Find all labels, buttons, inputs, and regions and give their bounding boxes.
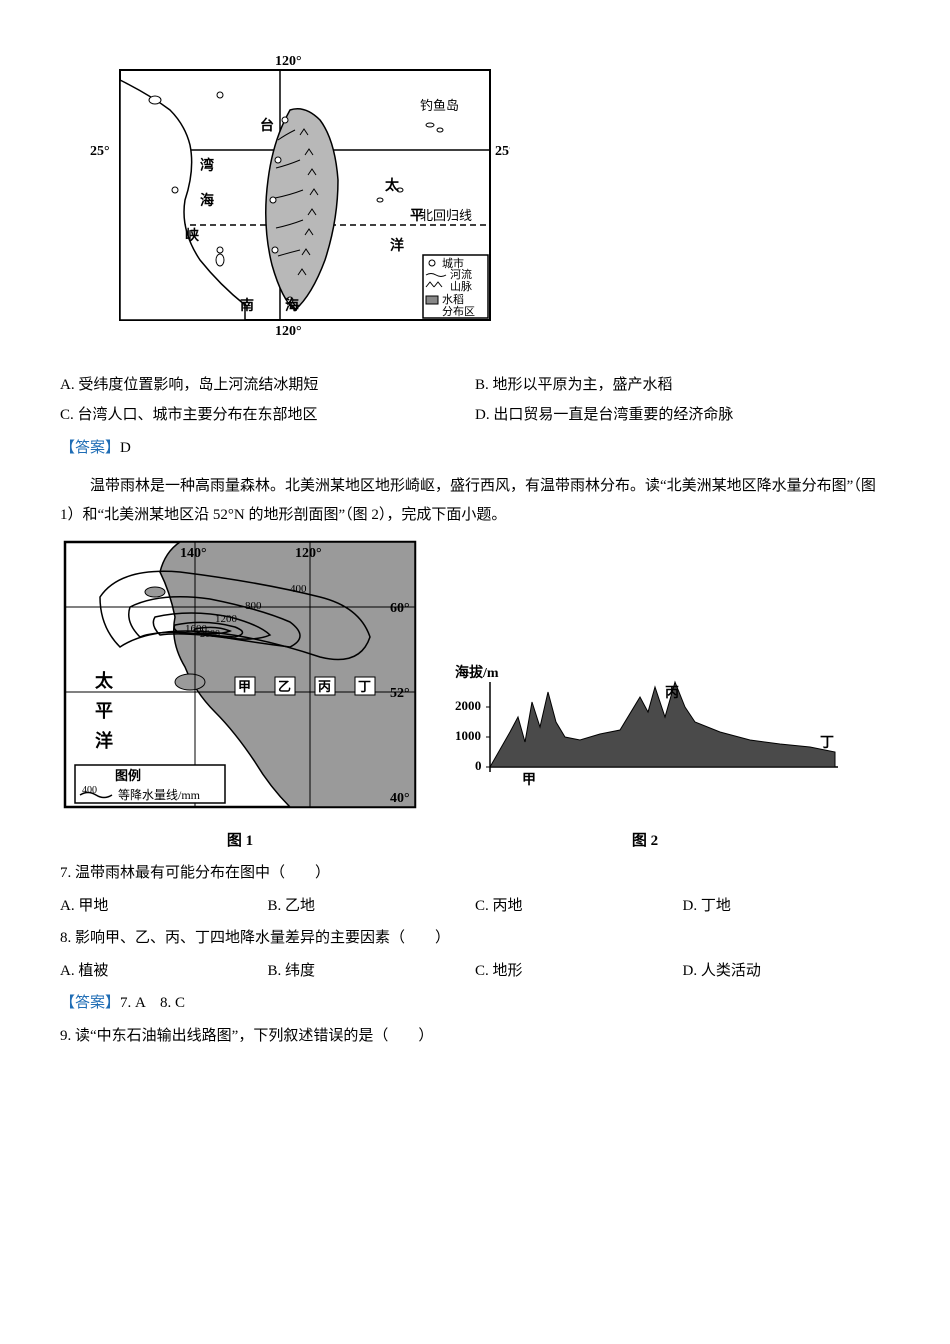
svg-text:2000: 2000 — [455, 698, 481, 713]
svg-text:台: 台 — [260, 117, 274, 134]
q78-answer: 【答案】7. A 8. C — [60, 989, 890, 1018]
svg-text:乙: 乙 — [605, 715, 619, 731]
q8-options: A. 植被 B. 纬度 C. 地形 D. 人类活动 — [60, 957, 890, 986]
svg-text:0: 0 — [475, 758, 482, 773]
svg-text:25°: 25° — [90, 144, 110, 159]
q7-opt-b: B. 乙地 — [268, 892, 476, 921]
figure-2: 海拔/m 2000 1000 0 甲 乙 丙 丁 图 2 — [450, 662, 840, 855]
q6-opt-a: A. 受纬度位置影响，岛上河流结冰期短 — [60, 371, 475, 400]
svg-text:水稻: 水稻 — [442, 293, 464, 306]
svg-text:等降水量线/mm: 等降水量线/mm — [118, 788, 201, 802]
fig1-caption: 图 1 — [60, 827, 420, 856]
q7-opt-c: C. 丙地 — [475, 892, 683, 921]
svg-text:海拔/m: 海拔/m — [455, 664, 499, 681]
svg-text:城市: 城市 — [442, 256, 464, 270]
svg-text:丙: 丙 — [318, 679, 331, 694]
svg-text:洋: 洋 — [95, 730, 113, 751]
svg-text:峡: 峡 — [185, 227, 200, 244]
svg-text:海: 海 — [285, 297, 299, 314]
svg-text:1000: 1000 — [455, 728, 481, 743]
q8-opt-d: D. 人类活动 — [683, 957, 891, 986]
svg-text:2000: 2000 — [200, 629, 220, 640]
svg-text:分布区: 分布区 — [442, 305, 475, 318]
q7-opt-d: D. 丁地 — [683, 892, 891, 921]
svg-text:丁: 丁 — [358, 679, 371, 694]
svg-text:太: 太 — [385, 177, 400, 194]
svg-text:图例: 图例 — [115, 768, 141, 783]
svg-text:乙: 乙 — [278, 679, 291, 694]
q9-stem: 9. 读“中东石油输出线路图”，下列叙述错误的是（ ） — [60, 1022, 890, 1051]
q8-opt-b: B. 纬度 — [268, 957, 476, 986]
svg-text:120°: 120° — [295, 546, 322, 561]
passage-text: 温带雨林是一种高雨量森林。北美洲某地区地形崎岖，盛行西风，有温带雨林分布。读“北… — [60, 472, 890, 529]
svg-text:海: 海 — [200, 192, 214, 209]
svg-text:60°: 60° — [390, 601, 410, 616]
svg-text:甲: 甲 — [522, 772, 536, 788]
svg-text:52°: 52° — [390, 686, 410, 701]
q7-stem: 7. 温带雨林最有可能分布在图中（ ） — [60, 859, 890, 888]
figure-1: 140° 120° 60° 52° 40° 400 800 1200 1600 … — [60, 537, 420, 855]
svg-text:25°: 25° — [495, 144, 510, 159]
q6-opt-b: B. 地形以平原为主，盛产水稻 — [475, 371, 890, 400]
svg-text:南: 南 — [240, 297, 254, 314]
q7-opt-a: A. 甲地 — [60, 892, 268, 921]
taiwan-map: 120° 120° 25° 25° 北回归线 — [90, 50, 890, 351]
answer-label-78: 【答案】 — [60, 995, 120, 1011]
figures-row: 140° 120° 60° 52° 40° 400 800 1200 1600 … — [60, 537, 890, 855]
q6-opt-c: C. 台湾人口、城市主要分布在东部地区 — [60, 401, 475, 430]
svg-text:甲: 甲 — [238, 679, 251, 694]
q6-answer: 【答案】D — [60, 434, 890, 463]
q6-options-row2: C. 台湾人口、城市主要分布在东部地区 D. 出口贸易一直是台湾重要的经济命脉 — [60, 401, 890, 430]
svg-text:山脉: 山脉 — [450, 279, 472, 293]
svg-text:平: 平 — [95, 701, 113, 721]
svg-text:钓鱼岛: 钓鱼岛 — [420, 98, 459, 113]
svg-text:洋: 洋 — [390, 237, 404, 254]
fig2-caption: 图 2 — [450, 827, 840, 856]
svg-text:400: 400 — [82, 785, 97, 796]
q8-opt-a: A. 植被 — [60, 957, 268, 986]
svg-text:400: 400 — [290, 583, 307, 595]
q6-options-row1: A. 受纬度位置影响，岛上河流结冰期短 B. 地形以平原为主，盛产水稻 — [60, 371, 890, 400]
answer-value-78: 7. A 8. C — [120, 995, 185, 1011]
svg-text:800: 800 — [245, 600, 262, 612]
q6-opt-d: D. 出口贸易一直是台湾重要的经济命脉 — [475, 401, 890, 430]
svg-text:湾: 湾 — [200, 157, 214, 174]
svg-text:平: 平 — [410, 208, 424, 224]
svg-text:120°: 120° — [275, 54, 302, 69]
answer-label: 【答案】 — [60, 440, 120, 456]
q8-stem: 8. 影响甲、乙、丙、丁四地降水量差异的主要因素（ ） — [60, 924, 890, 953]
svg-text:40°: 40° — [390, 791, 410, 806]
svg-text:河流: 河流 — [450, 267, 472, 281]
svg-text:1200: 1200 — [215, 613, 238, 625]
svg-text:丙: 丙 — [665, 685, 679, 701]
q8-opt-c: C. 地形 — [475, 957, 683, 986]
svg-text:丁: 丁 — [820, 736, 834, 751]
svg-text:太: 太 — [95, 670, 114, 691]
svg-text:北回归线: 北回归线 — [420, 208, 472, 223]
q7-options: A. 甲地 B. 乙地 C. 丙地 D. 丁地 — [60, 892, 890, 921]
answer-value: D — [120, 440, 131, 456]
svg-text:140°: 140° — [180, 546, 207, 561]
svg-text:120°: 120° — [275, 324, 302, 339]
